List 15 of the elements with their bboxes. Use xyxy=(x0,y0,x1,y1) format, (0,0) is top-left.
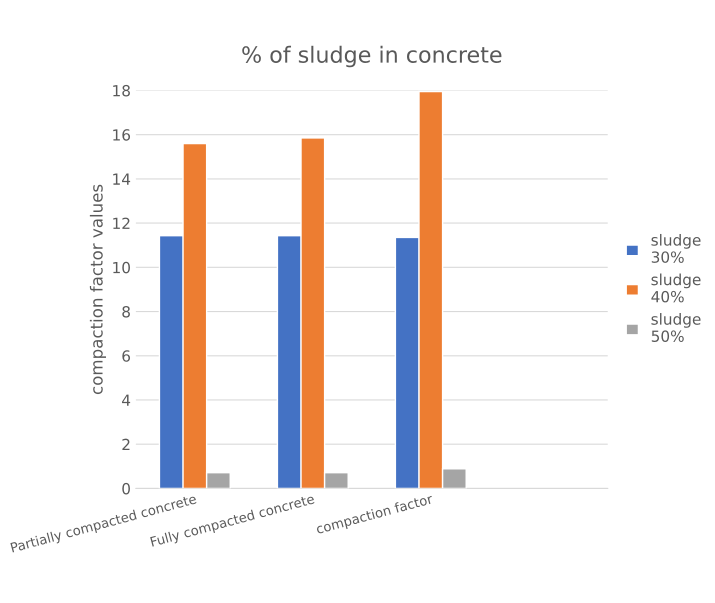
y-tick-label: 8 xyxy=(122,306,130,318)
y-tick-label: 4 xyxy=(122,394,130,406)
y-tick-label: 16 xyxy=(113,129,130,141)
y-axis-title: compaction factor values xyxy=(90,184,106,394)
y-tick-label: 14 xyxy=(113,174,130,185)
y-tick-label: 0 xyxy=(122,482,130,494)
chart-title: % of sludge in concrete xyxy=(242,46,502,68)
y-tick-label: 12 xyxy=(113,218,130,229)
legend-label: sludge 30% xyxy=(651,234,701,263)
y-tick-label: 6 xyxy=(122,350,130,362)
legend-label: sludge 50% xyxy=(651,313,701,342)
y-tick-label: 2 xyxy=(122,438,130,450)
y-tick-label: 18 xyxy=(113,84,130,96)
y-tick-label: 10 xyxy=(113,262,130,274)
legend-label: sludge 40% xyxy=(651,273,701,302)
